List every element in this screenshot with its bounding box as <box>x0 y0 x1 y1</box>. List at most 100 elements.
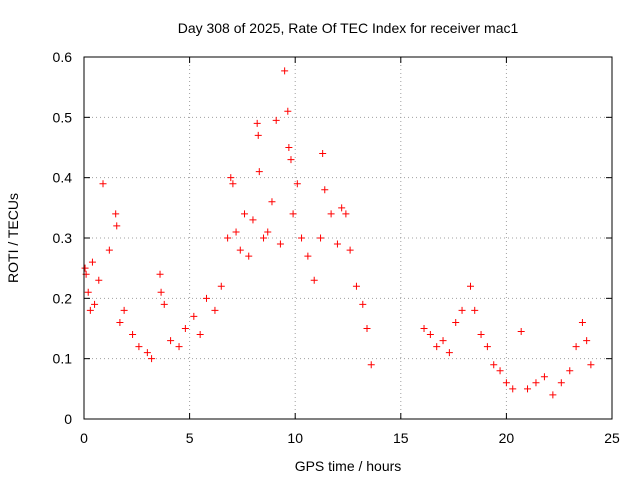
data-point <box>359 300 367 308</box>
data-point <box>143 349 151 357</box>
data-point <box>253 119 261 127</box>
data-point <box>483 343 491 351</box>
y-tick-label: 0.1 <box>53 351 73 367</box>
y-tick-label: 0.5 <box>53 109 73 125</box>
data-point <box>433 343 441 351</box>
y-tick-label: 0.2 <box>53 290 73 306</box>
data-point <box>249 216 257 224</box>
axis-ticks: 0 5 10 15 20 25 0 0.1 0.2 0.3 0.4 0.5 0.6 <box>53 49 620 446</box>
y-tick-label: 0.6 <box>53 49 73 65</box>
data-point <box>549 391 557 399</box>
data-point <box>502 379 510 387</box>
data-point <box>439 337 447 345</box>
data-point <box>148 355 156 363</box>
data-point <box>490 361 498 369</box>
data-point <box>241 210 249 218</box>
data-point <box>338 204 346 212</box>
data-point <box>112 210 120 218</box>
data-point <box>120 306 128 314</box>
x-tick-label: 10 <box>287 430 303 446</box>
data-point <box>167 337 175 345</box>
data-point <box>88 258 96 266</box>
data-point <box>363 325 371 332</box>
x-tick-label: 25 <box>604 430 620 446</box>
x-tick-label: 20 <box>499 430 515 446</box>
data-point <box>129 331 137 339</box>
data-point <box>86 306 94 314</box>
data-point <box>281 67 289 75</box>
data-point <box>91 300 99 308</box>
data-point <box>156 270 164 278</box>
data-point <box>342 210 350 218</box>
data-point <box>99 180 107 188</box>
data-point <box>236 246 244 254</box>
data-point <box>293 180 301 188</box>
data-point <box>175 343 183 351</box>
data-point <box>532 379 540 387</box>
data-point <box>445 349 453 357</box>
data-point <box>287 156 295 164</box>
data-point <box>524 385 532 393</box>
y-tick-label: 0 <box>64 411 72 427</box>
data-point <box>113 222 121 230</box>
data-point <box>317 234 325 242</box>
data-point <box>310 276 318 284</box>
data-point <box>466 282 474 290</box>
data-point <box>211 306 219 314</box>
data-point <box>202 294 210 302</box>
data-point <box>557 379 565 387</box>
data-point <box>254 131 262 139</box>
y-axis-label: ROTI / TECUs <box>5 193 21 283</box>
data-point <box>540 373 548 381</box>
data-point <box>517 328 525 336</box>
data-point <box>333 240 341 248</box>
data-point <box>319 150 327 158</box>
data-point <box>471 306 479 314</box>
data-point <box>245 252 253 260</box>
data-point <box>272 116 280 124</box>
data-point <box>190 312 198 320</box>
data-point <box>285 144 293 151</box>
data-point <box>587 361 595 369</box>
data-point <box>116 318 124 326</box>
data-point <box>268 198 276 206</box>
data-point <box>260 234 268 242</box>
chart-title: Day 308 of 2025, Rate Of TEC Index for r… <box>178 20 519 36</box>
data-point <box>84 288 92 296</box>
data-point <box>304 252 312 260</box>
x-tick-label: 0 <box>80 430 88 446</box>
y-tick-label: 0.4 <box>53 170 73 186</box>
data-points <box>81 67 595 399</box>
data-point <box>327 210 335 218</box>
x-axis-label: GPS time / hours <box>295 458 402 474</box>
data-point <box>196 331 204 339</box>
data-point <box>426 331 434 339</box>
data-point <box>572 343 580 351</box>
data-point <box>105 246 113 254</box>
data-point <box>352 282 360 290</box>
data-point <box>509 385 517 393</box>
data-point <box>420 325 428 332</box>
data-point <box>566 367 574 375</box>
data-point <box>135 343 143 351</box>
data-point <box>477 331 485 339</box>
data-point <box>229 180 237 188</box>
data-point <box>181 325 189 332</box>
data-point <box>298 234 306 242</box>
data-point <box>321 186 329 194</box>
grid-lines <box>84 57 612 419</box>
data-point <box>224 234 232 242</box>
data-point <box>578 318 586 326</box>
data-point <box>255 168 263 176</box>
x-tick-label: 5 <box>186 430 194 446</box>
data-point <box>232 228 240 236</box>
data-point <box>452 318 460 326</box>
data-point <box>217 282 225 290</box>
data-point <box>583 337 591 345</box>
data-point <box>367 361 375 369</box>
data-point <box>496 367 504 375</box>
data-point <box>95 276 103 284</box>
data-point <box>458 306 466 314</box>
data-point <box>346 246 354 254</box>
x-tick-label: 15 <box>393 430 409 446</box>
